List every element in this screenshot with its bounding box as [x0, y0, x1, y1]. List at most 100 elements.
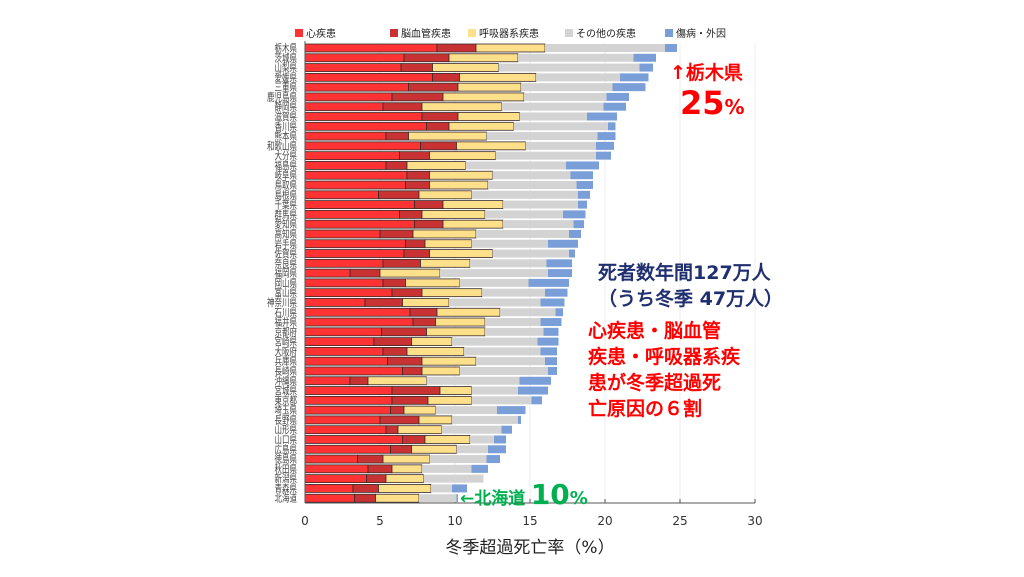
- bar-segment: [441, 425, 502, 434]
- x-tick-label: 20: [597, 514, 612, 528]
- bar-segment: [485, 210, 563, 219]
- tochigi-value: 25%: [680, 84, 745, 122]
- bar-segment: [519, 376, 551, 385]
- bar-segment: [488, 181, 577, 190]
- bar-segment: [432, 63, 499, 72]
- bar-segment: [304, 72, 433, 82]
- bar-segment: [304, 347, 384, 356]
- bar-segment: [431, 484, 452, 493]
- bar-segment: [391, 386, 441, 395]
- bar-segment: [518, 386, 548, 395]
- bar-segment: [442, 92, 525, 102]
- legend-label: 脳血管疾患: [401, 27, 451, 40]
- bar-segment: [465, 161, 566, 170]
- bar-segment: [459, 278, 529, 287]
- bar-segment: [385, 474, 424, 484]
- bar-segment: [304, 337, 375, 347]
- x-tick-label: 0: [301, 514, 309, 528]
- bar-segment: [418, 415, 453, 425]
- category-label: 北海道: [275, 492, 298, 505]
- bar-segment: [421, 112, 459, 121]
- bar-segment: [486, 455, 500, 464]
- x-tick-label: 15: [522, 514, 537, 528]
- category-label: 愛知県: [275, 218, 298, 231]
- bar-segment: [405, 278, 460, 288]
- category-label: 岡山県: [275, 277, 298, 290]
- x-axis-title: 冬季超過死亡率（%）: [445, 538, 614, 558]
- category-label: 岐阜県: [275, 169, 298, 182]
- category-label: 滋賀県: [275, 110, 298, 123]
- bar-segment: [464, 347, 541, 356]
- bar-segment: [304, 395, 393, 405]
- category-label: 山梨県: [275, 61, 298, 74]
- bar-segment: [448, 121, 514, 131]
- category-label: 富山県: [275, 286, 298, 299]
- bar-segment: [411, 337, 453, 347]
- bar-segment: [304, 278, 384, 288]
- cause-line-4: 亡原因の６割: [588, 398, 703, 420]
- bar-segment: [573, 220, 584, 229]
- bar-segment: [403, 249, 430, 258]
- bar-segment: [304, 239, 406, 249]
- category-label: 佐賀県: [275, 247, 298, 260]
- category-label: 香川県: [275, 120, 298, 133]
- bar-segment: [391, 288, 423, 298]
- bar-segment: [612, 83, 646, 92]
- bar-segment: [471, 464, 488, 473]
- x-tick-label: 10: [447, 514, 462, 528]
- tochigi-label: ↑栃木県: [670, 62, 743, 84]
- category-label: 三重県: [275, 81, 298, 94]
- category-label: 徳島県: [275, 453, 298, 466]
- bar-segment: [304, 229, 381, 239]
- category-label: 兵庫県: [275, 355, 298, 368]
- bar-segment: [403, 405, 436, 415]
- bar-segment: [486, 132, 598, 141]
- bar-segment: [421, 102, 502, 112]
- bar-segment: [402, 298, 450, 307]
- bar-segment: [569, 229, 581, 238]
- category-label: 山形県: [275, 423, 298, 436]
- category-label: 奈良県: [275, 257, 298, 270]
- bar-segment: [375, 493, 420, 503]
- legend-swatch: [468, 29, 476, 37]
- category-label: 千葉県: [275, 198, 298, 211]
- category-label: 福井県: [275, 316, 298, 329]
- bar-segment: [569, 249, 575, 258]
- category-label: 鹿児島県: [267, 91, 297, 104]
- bar-segment: [304, 180, 406, 190]
- bar-segment: [304, 366, 403, 376]
- bar-segment: [442, 200, 504, 209]
- bar-segment: [492, 171, 571, 180]
- bar-segment: [498, 63, 640, 72]
- bar-segment: [471, 386, 518, 395]
- category-label: 青森県: [275, 482, 298, 495]
- cause-line-3: 患が冬季超過死: [588, 372, 722, 394]
- bar-segment: [409, 307, 438, 317]
- bar-segment: [471, 239, 548, 248]
- bar-segment: [421, 209, 486, 219]
- cause-line-2: 疾患・呼吸器系疾: [588, 346, 741, 368]
- bar-segment: [427, 395, 472, 405]
- bar-segment: [545, 357, 557, 366]
- bar-segment: [518, 53, 634, 62]
- bar-segment: [304, 112, 423, 121]
- bar-segment: [596, 141, 614, 150]
- bar-segment: [418, 190, 472, 200]
- bar-segment: [426, 376, 520, 385]
- bar-segment: [352, 484, 379, 493]
- bar-segment: [304, 493, 355, 503]
- bar-segment: [304, 317, 414, 327]
- category-label: 大阪府: [275, 345, 298, 358]
- bar-segment: [304, 161, 387, 170]
- category-label: 長野県: [275, 414, 298, 427]
- deaths-note: 死者数年間127万人 （うち冬季 47万人）: [598, 260, 783, 312]
- bar-segment: [620, 73, 649, 82]
- bar-segment: [457, 82, 522, 92]
- bar-segment: [367, 464, 393, 474]
- legend-swatch: [565, 29, 573, 37]
- bar-segment: [406, 347, 465, 356]
- bar-segment: [405, 239, 426, 249]
- category-label: 鳥取県: [275, 179, 298, 192]
- bar-segment: [402, 366, 423, 376]
- bar-segment: [494, 435, 506, 444]
